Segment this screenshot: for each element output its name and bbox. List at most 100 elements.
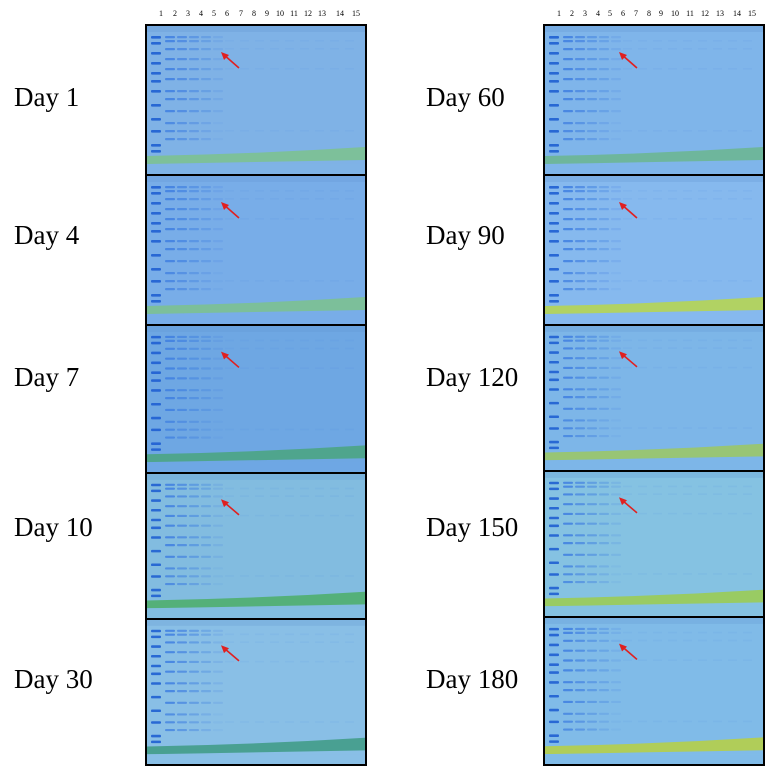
faint-band	[653, 720, 662, 723]
sample-band	[213, 272, 223, 275]
faint-band	[713, 427, 722, 429]
sample-band	[165, 110, 175, 113]
sample-band	[575, 36, 585, 39]
faint-band	[225, 280, 234, 282]
faint-band	[300, 198, 309, 200]
marker-band	[151, 240, 161, 243]
sample-band	[563, 388, 573, 391]
gel-panel-left-5	[145, 618, 367, 766]
dye-front	[147, 297, 365, 314]
day-label-right-3: Day 120	[426, 362, 519, 392]
faint-band	[668, 493, 677, 495]
sample-band	[575, 659, 585, 662]
sample-band	[165, 68, 175, 71]
gel-image	[545, 472, 763, 616]
sample-band	[611, 357, 621, 360]
sample-band	[587, 288, 597, 291]
sample-band	[213, 228, 223, 231]
sample-band	[563, 110, 573, 113]
sample-band	[201, 98, 211, 101]
faint-band	[285, 487, 294, 490]
sample-band	[177, 335, 187, 339]
marker-band	[151, 695, 161, 699]
sample-band	[189, 78, 199, 81]
sample-band	[165, 40, 175, 43]
sample-band	[599, 573, 609, 576]
marker-band	[549, 401, 559, 405]
faint-band	[345, 130, 354, 132]
faint-band	[270, 428, 279, 431]
sample-band	[563, 427, 573, 430]
sample-band	[213, 641, 223, 644]
sample-band	[563, 58, 573, 61]
sample-band	[587, 335, 597, 338]
faint-band	[300, 40, 309, 42]
marker-band	[151, 130, 161, 133]
sample-band	[563, 689, 573, 692]
faint-band	[683, 347, 692, 349]
sample-band	[165, 567, 175, 570]
sample-band	[563, 240, 573, 243]
faint-band	[668, 512, 677, 515]
sample-band	[189, 505, 199, 508]
sample-band	[587, 110, 597, 113]
sample-band	[177, 339, 187, 342]
marker-band	[151, 526, 161, 530]
sample-band	[575, 138, 585, 141]
faint-band	[623, 130, 632, 132]
sample-band	[587, 534, 597, 537]
faint-band	[345, 190, 354, 192]
sample-band	[599, 728, 609, 731]
sample-band	[177, 567, 187, 570]
sample-band	[165, 701, 175, 704]
marker-band	[151, 594, 161, 598]
sample-band	[575, 627, 585, 631]
sample-band	[201, 347, 211, 350]
sample-band	[177, 651, 187, 654]
sample-band	[165, 339, 175, 342]
faint-band	[623, 347, 632, 349]
faint-band	[698, 347, 707, 349]
marker-band	[151, 150, 161, 153]
arrow-head	[221, 52, 229, 60]
lane-number: 8	[252, 9, 256, 18]
sample-band	[599, 357, 609, 360]
sample-band	[189, 280, 199, 283]
faint-band	[285, 514, 294, 517]
sample-band	[213, 48, 223, 51]
marker-band	[549, 586, 559, 590]
sample-band	[201, 357, 211, 360]
faint-band	[728, 40, 737, 42]
faint-band	[683, 639, 692, 642]
faint-band	[638, 280, 647, 282]
faint-band	[698, 485, 707, 488]
sample-band	[575, 98, 585, 101]
faint-band	[225, 68, 234, 70]
dye-front	[545, 443, 763, 461]
sample-band	[213, 248, 223, 251]
marker-band	[549, 592, 559, 596]
faint-band	[225, 514, 234, 517]
faint-band	[623, 485, 632, 488]
marker-band	[549, 150, 559, 153]
sample-band	[213, 130, 223, 133]
faint-band	[683, 68, 692, 70]
sample-band	[575, 512, 585, 516]
sample-band	[189, 377, 199, 380]
gel-top-edge	[147, 474, 365, 480]
faint-band	[653, 631, 662, 634]
sample-band	[189, 633, 199, 636]
sample-band	[177, 408, 187, 412]
marker-band	[151, 212, 161, 215]
sample-band	[599, 681, 609, 684]
sample-band	[611, 700, 621, 704]
faint-band	[653, 218, 662, 220]
sample-band	[587, 493, 597, 496]
sample-band	[165, 728, 175, 732]
lane-number: 7	[239, 9, 243, 18]
sample-band	[201, 122, 211, 125]
faint-band	[668, 198, 677, 200]
marker-band	[151, 536, 161, 539]
faint-band	[698, 339, 707, 342]
marker-band	[549, 534, 559, 537]
